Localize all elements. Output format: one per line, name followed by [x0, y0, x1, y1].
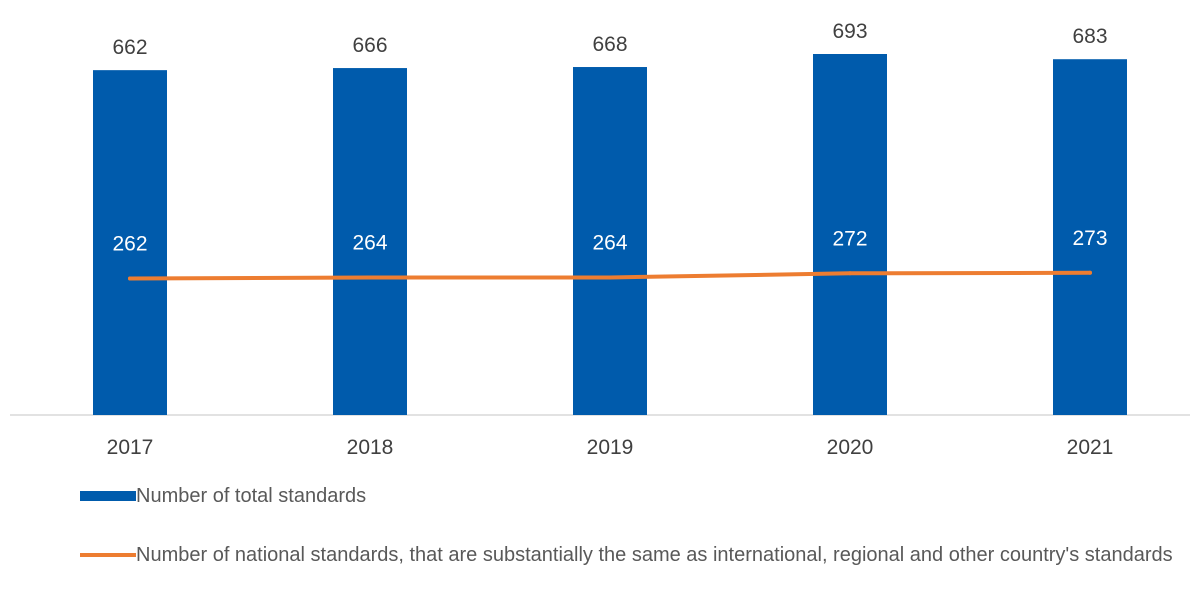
- x-tick-label-2021: 2021: [1067, 436, 1114, 459]
- line-point-2017: [128, 276, 132, 281]
- bar-2018: [333, 68, 407, 415]
- legend-bar-label: Number of total standards: [136, 485, 367, 507]
- x-tick-label-2018: 2018: [347, 436, 394, 459]
- line-value-label-2018: 264: [352, 231, 387, 254]
- line-point-2020: [848, 271, 852, 276]
- bar-2020: [813, 54, 887, 415]
- line-point-2019: [608, 275, 612, 280]
- line-point-2021: [1088, 270, 1092, 275]
- line-value-label-2017: 262: [112, 233, 147, 256]
- bar-value-label-2019: 668: [592, 33, 627, 56]
- legend-line-label: Number of national standards, that are s…: [136, 544, 1173, 566]
- combo-chart: 662 666 668 693 683 262 264 264 272 273 2017 2018 2…: [10, 20, 1190, 459]
- x-tick-label-2020: 2020: [827, 436, 874, 459]
- legend-item-bar: Number of total standards: [80, 484, 1176, 508]
- bar-2021: [1053, 59, 1127, 416]
- x-tick-label-2019: 2019: [587, 436, 634, 459]
- line-value-label-2019: 264: [592, 231, 627, 254]
- line-point-2018: [368, 275, 372, 280]
- bar-value-label-2021: 683: [1072, 25, 1107, 48]
- line-value-label-2021: 273: [1072, 227, 1107, 250]
- x-tick-label-2017: 2017: [107, 436, 154, 459]
- bar-2017: [93, 70, 167, 416]
- bar-value-label-2018: 666: [352, 34, 387, 57]
- bar-value-label-2020: 693: [832, 20, 867, 43]
- bar-2019: [573, 67, 647, 416]
- legend-bar-swatch: [80, 491, 136, 501]
- bar-value-label-2017: 662: [112, 36, 147, 59]
- legend-item-line: Number of national standards, that are s…: [80, 543, 1176, 567]
- legend-line-swatch: [80, 553, 136, 557]
- line-value-label-2020: 272: [832, 227, 867, 250]
